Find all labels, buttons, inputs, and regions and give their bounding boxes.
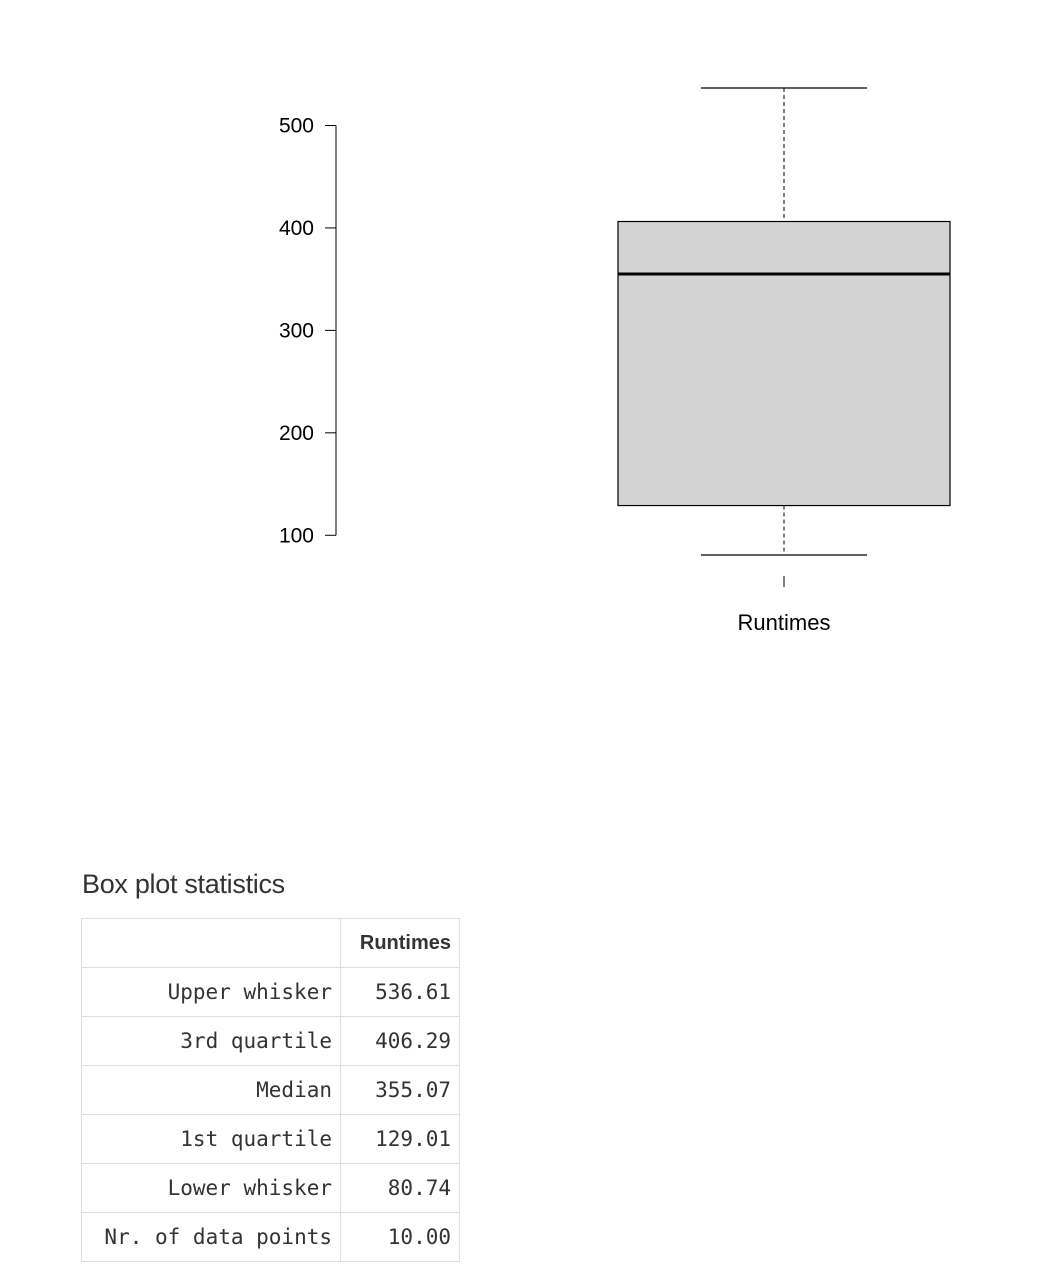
iqr-box (617, 220, 951, 507)
x-category-label: Runtimes (738, 610, 831, 635)
stats-table: Runtimes Upper whisker 536.61 3rd quarti… (81, 918, 460, 1262)
stats-header-row: Runtimes (81, 918, 460, 968)
y-tick-label: 300 (279, 319, 314, 342)
box-plot-chart: 100 200 300 400 500 Runtimes (279, 87, 951, 635)
stats-value: 536.61 (340, 967, 460, 1017)
stats-value: 10.00 (340, 1212, 460, 1262)
stats-value: 355.07 (340, 1065, 460, 1115)
stats-value: 129.01 (340, 1114, 460, 1164)
stats-header-empty (81, 918, 341, 968)
y-tick-label: 400 (279, 217, 314, 240)
table-row: 3rd quartile 406.29 (81, 1016, 460, 1066)
y-tick-label: 200 (279, 422, 314, 445)
stats-label: Median (81, 1065, 341, 1115)
stats-title: Box plot statistics (82, 869, 285, 899)
stats-label: 1st quartile (81, 1114, 341, 1164)
y-tick-label: 500 (279, 115, 314, 138)
stats-label: 3rd quartile (81, 1016, 341, 1066)
stats-value: 406.29 (340, 1016, 460, 1066)
table-row: Nr. of data points 10.00 (81, 1212, 460, 1262)
stats-header-runtimes: Runtimes (340, 918, 460, 968)
stats-label: Upper whisker (81, 967, 341, 1017)
stats-label: Nr. of data points (81, 1212, 341, 1262)
table-row: Upper whisker 536.61 (81, 967, 460, 1017)
y-tick-label: 100 (279, 524, 314, 547)
stats-label: Lower whisker (81, 1163, 341, 1213)
table-row: 1st quartile 129.01 (81, 1114, 460, 1164)
stats-value: 80.74 (340, 1163, 460, 1213)
table-row: Median 355.07 (81, 1065, 460, 1115)
table-row: Lower whisker 80.74 (81, 1163, 460, 1213)
